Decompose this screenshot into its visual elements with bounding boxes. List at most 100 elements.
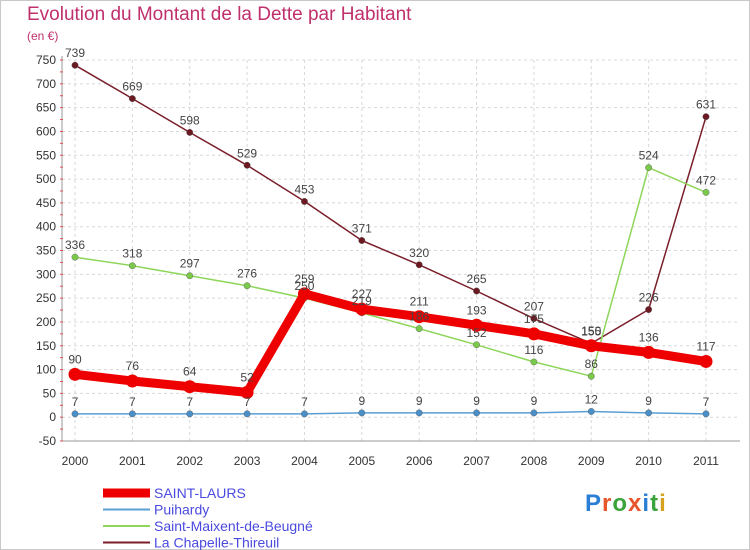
x-tick-label: 2004 (291, 454, 318, 468)
data-point (415, 325, 423, 333)
data-label: 207 (524, 300, 544, 314)
data-label: 64 (183, 365, 197, 379)
series-saint-laurs (68, 287, 713, 399)
data-label: 76 (126, 359, 140, 373)
data-point (412, 310, 426, 324)
data-point (128, 410, 136, 418)
proxiti-logo: Proxiti (585, 490, 667, 518)
series-line (70, 289, 711, 397)
data-point (301, 198, 308, 205)
data-label: 7 (301, 395, 308, 409)
y-tick-label: 150 (36, 339, 56, 353)
data-label: 529 (237, 146, 257, 160)
data-label: 52 (240, 370, 254, 384)
data-point (702, 410, 710, 418)
data-point (125, 374, 139, 388)
data-point (71, 61, 79, 69)
logo-letter: r (602, 490, 613, 517)
data-point (530, 409, 538, 417)
data-point (645, 409, 653, 417)
y-tick-label: 300 (36, 267, 56, 281)
data-label: 193 (467, 303, 487, 317)
data-label: 152 (467, 326, 487, 340)
grid (62, 59, 740, 442)
chart-unit: (en €) (27, 29, 59, 43)
data-label: 219 (352, 294, 372, 308)
data-point (642, 345, 656, 359)
x-tick-label: 2000 (62, 454, 89, 468)
data-label: 259 (294, 272, 314, 286)
data-point (645, 306, 653, 313)
legend: SAINT-LAURSPuihardySaint-Maixent-de-Beug… (103, 485, 313, 550)
data-label: 7 (129, 395, 136, 409)
data-point (358, 409, 366, 417)
series-la-chapelle-thireuil (71, 61, 710, 347)
series-puihardy (71, 408, 710, 418)
data-point (530, 315, 538, 323)
chart-title: Evolution du Montant de la Dette par Hab… (27, 4, 412, 25)
data-point (584, 339, 598, 353)
axes: -50 0 50 100 150 200 250 300 350 400 450 500 550 600 6… (36, 53, 740, 468)
data-label: 86 (585, 357, 599, 371)
data-point (530, 358, 538, 366)
data-label: 739 (65, 46, 85, 60)
y-tick-label: 750 (36, 53, 56, 67)
data-point (473, 287, 480, 295)
x-tick-label: 2001 (119, 454, 146, 468)
data-point (587, 372, 595, 380)
data-labels: 7396695985294533713202652071552266313363… (65, 46, 716, 409)
data-label: 250 (294, 279, 314, 293)
data-point (186, 128, 194, 136)
legend-item: Puihardy (103, 502, 209, 518)
data-label: 226 (639, 291, 659, 305)
data-label: 472 (696, 173, 716, 187)
logo-letter: o (612, 490, 629, 517)
y-tick-label: 550 (36, 148, 56, 162)
data-label: 9 (645, 394, 652, 408)
data-label: 297 (180, 257, 200, 271)
data-point (355, 302, 369, 316)
data-label: 155 (581, 324, 601, 338)
data-point (71, 253, 79, 261)
data-label: 320 (409, 246, 429, 260)
y-tick-label: -50 (39, 434, 57, 448)
y-tick-label: 200 (36, 315, 56, 329)
data-label: 227 (352, 287, 372, 301)
data-point (358, 237, 366, 244)
legend-item: Saint-Maixent-de-Beugné (103, 518, 313, 534)
data-label: 598 (180, 113, 200, 127)
data-label: 524 (639, 149, 659, 163)
data-label: 7 (244, 395, 251, 409)
data-point (68, 367, 82, 381)
data-label: 9 (358, 394, 365, 408)
series-line (74, 64, 707, 345)
x-tick-label: 2009 (578, 454, 605, 468)
legend-label: Saint-Maixent-de-Beugné (154, 518, 313, 534)
data-point (473, 341, 480, 349)
data-label: 7 (703, 395, 710, 409)
series-layer (68, 61, 713, 418)
data-label: 669 (122, 80, 142, 94)
data-point (243, 410, 251, 418)
data-label: 453 (294, 182, 314, 196)
data-label: 265 (467, 272, 487, 286)
data-label: 116 (524, 343, 543, 357)
data-label: 117 (696, 339, 715, 353)
data-point (240, 385, 254, 399)
y-tick-label: 250 (36, 291, 56, 305)
legend-item: SAINT-LAURS (103, 485, 246, 501)
data-label: 7 (72, 395, 79, 409)
data-point (473, 409, 480, 417)
logo-letter: P (585, 490, 603, 517)
data-point (186, 272, 194, 280)
x-tick-label: 2010 (635, 454, 662, 468)
data-label: 7 (186, 395, 193, 409)
data-label: 9 (416, 394, 423, 408)
data-point (243, 282, 251, 290)
data-label: 186 (409, 310, 429, 324)
series-line (74, 166, 707, 377)
y-tick-label: 450 (36, 196, 56, 210)
y-tick-label: 500 (36, 172, 56, 186)
x-tick-label: 2005 (348, 454, 375, 468)
x-tick-label: 2006 (406, 454, 433, 468)
